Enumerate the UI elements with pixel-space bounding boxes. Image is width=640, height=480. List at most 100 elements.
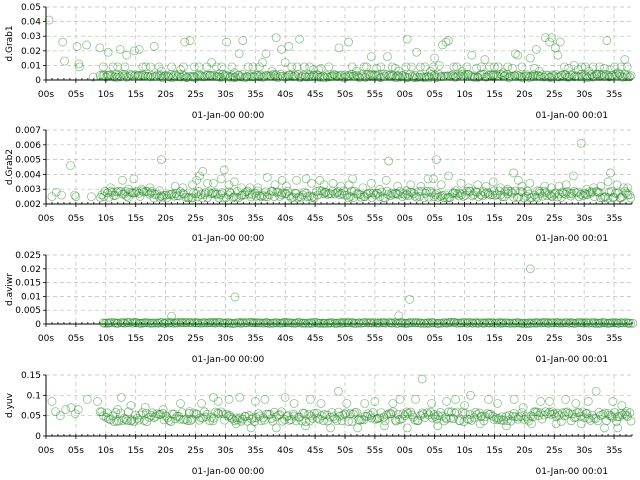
- data-point: [169, 191, 179, 201]
- data-point: [390, 63, 400, 73]
- x-tick-label: 05s: [427, 446, 443, 456]
- data-point: [250, 397, 260, 406]
- data-point: [108, 62, 118, 72]
- data-point: [321, 318, 330, 328]
- data-point: [82, 394, 92, 404]
- data-point: [370, 397, 380, 406]
- data-point: [72, 42, 82, 51]
- data-point: [618, 72, 628, 82]
- data-point: [583, 397, 593, 406]
- x-tick-label: 35s: [606, 334, 622, 344]
- data-point: [224, 394, 234, 404]
- data-point: [337, 189, 347, 198]
- data-point: [557, 70, 567, 80]
- data-point: [563, 407, 572, 417]
- data-point: [617, 401, 627, 410]
- x-tick-label: 10s: [98, 90, 114, 100]
- data-point: [146, 188, 156, 198]
- y-tick-label: 0.003: [15, 185, 41, 195]
- data-point: [554, 181, 564, 191]
- data-point: [312, 187, 321, 196]
- data-point: [58, 37, 68, 47]
- data-point: [391, 415, 400, 425]
- data-point: [188, 180, 197, 190]
- data-point: [451, 394, 461, 404]
- data-point: [273, 73, 283, 83]
- data-point: [435, 61, 444, 70]
- data-point: [430, 53, 440, 63]
- data-point: [215, 318, 225, 328]
- data-point: [237, 317, 247, 327]
- data-point: [153, 318, 162, 328]
- data-point: [148, 318, 158, 328]
- data-point: [362, 62, 371, 72]
- data-point: [509, 394, 519, 404]
- data-point: [238, 36, 248, 45]
- x-tick-label: 15s: [486, 446, 502, 456]
- data-point: [452, 72, 462, 82]
- x-tick-label: 35s: [247, 214, 263, 224]
- data-point: [262, 172, 272, 182]
- data-point: [74, 59, 84, 69]
- data-point: [504, 410, 514, 420]
- data-point: [543, 409, 553, 419]
- x-tick-label: 15s: [486, 334, 502, 344]
- data-point: [502, 421, 511, 431]
- x-tick-label: 05s: [68, 214, 84, 224]
- data-point: [429, 62, 438, 72]
- x-tick-label: 25s: [546, 214, 562, 224]
- data-point: [493, 399, 502, 408]
- data-point: [514, 192, 524, 202]
- data-point: [481, 189, 490, 199]
- data-point: [167, 62, 176, 72]
- data-point: [194, 187, 204, 196]
- data-point: [234, 70, 244, 80]
- data-point: [299, 62, 309, 72]
- data-point: [417, 374, 427, 384]
- date-label: 01-Jan-00 00:01: [535, 111, 608, 121]
- data-point: [323, 189, 333, 199]
- data-point: [513, 50, 523, 60]
- data-point: [366, 178, 376, 188]
- data-point: [267, 414, 276, 423]
- data-point: [455, 188, 465, 198]
- data-point: [228, 71, 237, 80]
- data-point: [340, 409, 350, 419]
- data-point: [465, 187, 475, 196]
- data-point: [203, 178, 212, 188]
- data-point: [478, 187, 488, 196]
- data-point: [194, 62, 204, 72]
- data-point: [437, 72, 446, 82]
- x-tick-label: 10s: [456, 90, 472, 100]
- y-tick-label: 0: [35, 76, 41, 86]
- data-point: [536, 397, 545, 406]
- data-point: [375, 192, 385, 201]
- data-point: [209, 178, 218, 188]
- data-point: [196, 318, 206, 328]
- data-point: [61, 405, 71, 414]
- x-tick-label: 25s: [187, 90, 203, 100]
- data-point: [309, 191, 318, 201]
- data-point: [292, 175, 301, 185]
- data-point: [582, 408, 592, 418]
- data-point: [255, 62, 264, 72]
- data-point: [116, 392, 126, 402]
- data-point: [299, 409, 309, 418]
- x-tick-label: 55s: [367, 334, 383, 344]
- data-point: [473, 192, 483, 202]
- data-point: [319, 180, 329, 190]
- data-point: [185, 416, 195, 426]
- data-point: [307, 318, 317, 328]
- data-point: [156, 71, 166, 80]
- x-tick-label: 35s: [247, 334, 263, 344]
- data-point: [620, 409, 630, 418]
- data-point: [271, 33, 281, 43]
- data-point: [305, 62, 315, 72]
- data-point: [626, 416, 636, 426]
- data-point: [218, 409, 228, 419]
- data-point: [73, 405, 83, 414]
- data-point: [313, 413, 323, 423]
- x-tick-label: 10s: [98, 446, 114, 456]
- data-point: [315, 175, 325, 185]
- x-tick-label: 10s: [456, 214, 472, 224]
